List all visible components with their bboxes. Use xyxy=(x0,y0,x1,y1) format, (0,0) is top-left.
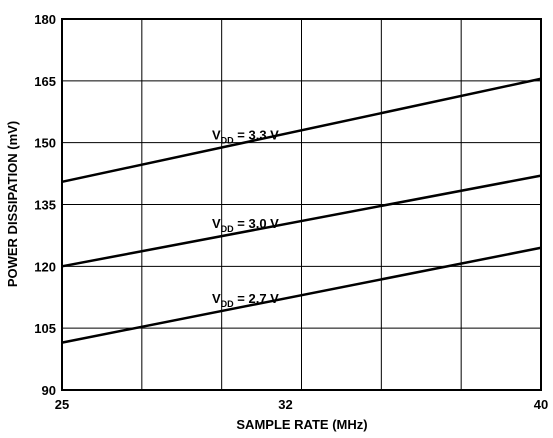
y-tick-label: 180 xyxy=(34,12,56,27)
x-tick-label: 32 xyxy=(278,397,292,412)
series-labels: VDD = 3.3 V VDD = 3.0 V VDD = 2.7 V xyxy=(212,128,279,309)
series-line xyxy=(61,246,542,344)
y-axis-label: POWER DISSIPATION (mV) xyxy=(5,121,20,287)
y-tick-label: 135 xyxy=(34,198,56,213)
series-line xyxy=(61,77,542,184)
series-line xyxy=(61,174,542,268)
series-label: VDD = 3.3 V xyxy=(212,128,279,146)
series-label: VDD = 3.0 V xyxy=(212,216,279,234)
x-axis-label: SAMPLE RATE (MHz) xyxy=(236,417,367,432)
x-tick-label: 25 xyxy=(55,397,69,412)
y-tick-label: 90 xyxy=(42,383,56,398)
y-tick-label: 165 xyxy=(34,74,56,89)
series-label: VDD = 2.7 V xyxy=(212,291,279,309)
y-tick-label: 120 xyxy=(34,259,56,274)
y-tick-label: 105 xyxy=(34,321,56,336)
x-tick-label: 40 xyxy=(534,397,548,412)
plot-frame xyxy=(61,18,542,391)
grid xyxy=(61,18,542,391)
y-tick-label: 150 xyxy=(34,136,56,151)
y-tick-labels: 90 105 120 135 150 165 180 xyxy=(34,12,56,398)
series-lines xyxy=(61,77,542,344)
x-tick-labels: 25 32 40 xyxy=(55,397,548,412)
